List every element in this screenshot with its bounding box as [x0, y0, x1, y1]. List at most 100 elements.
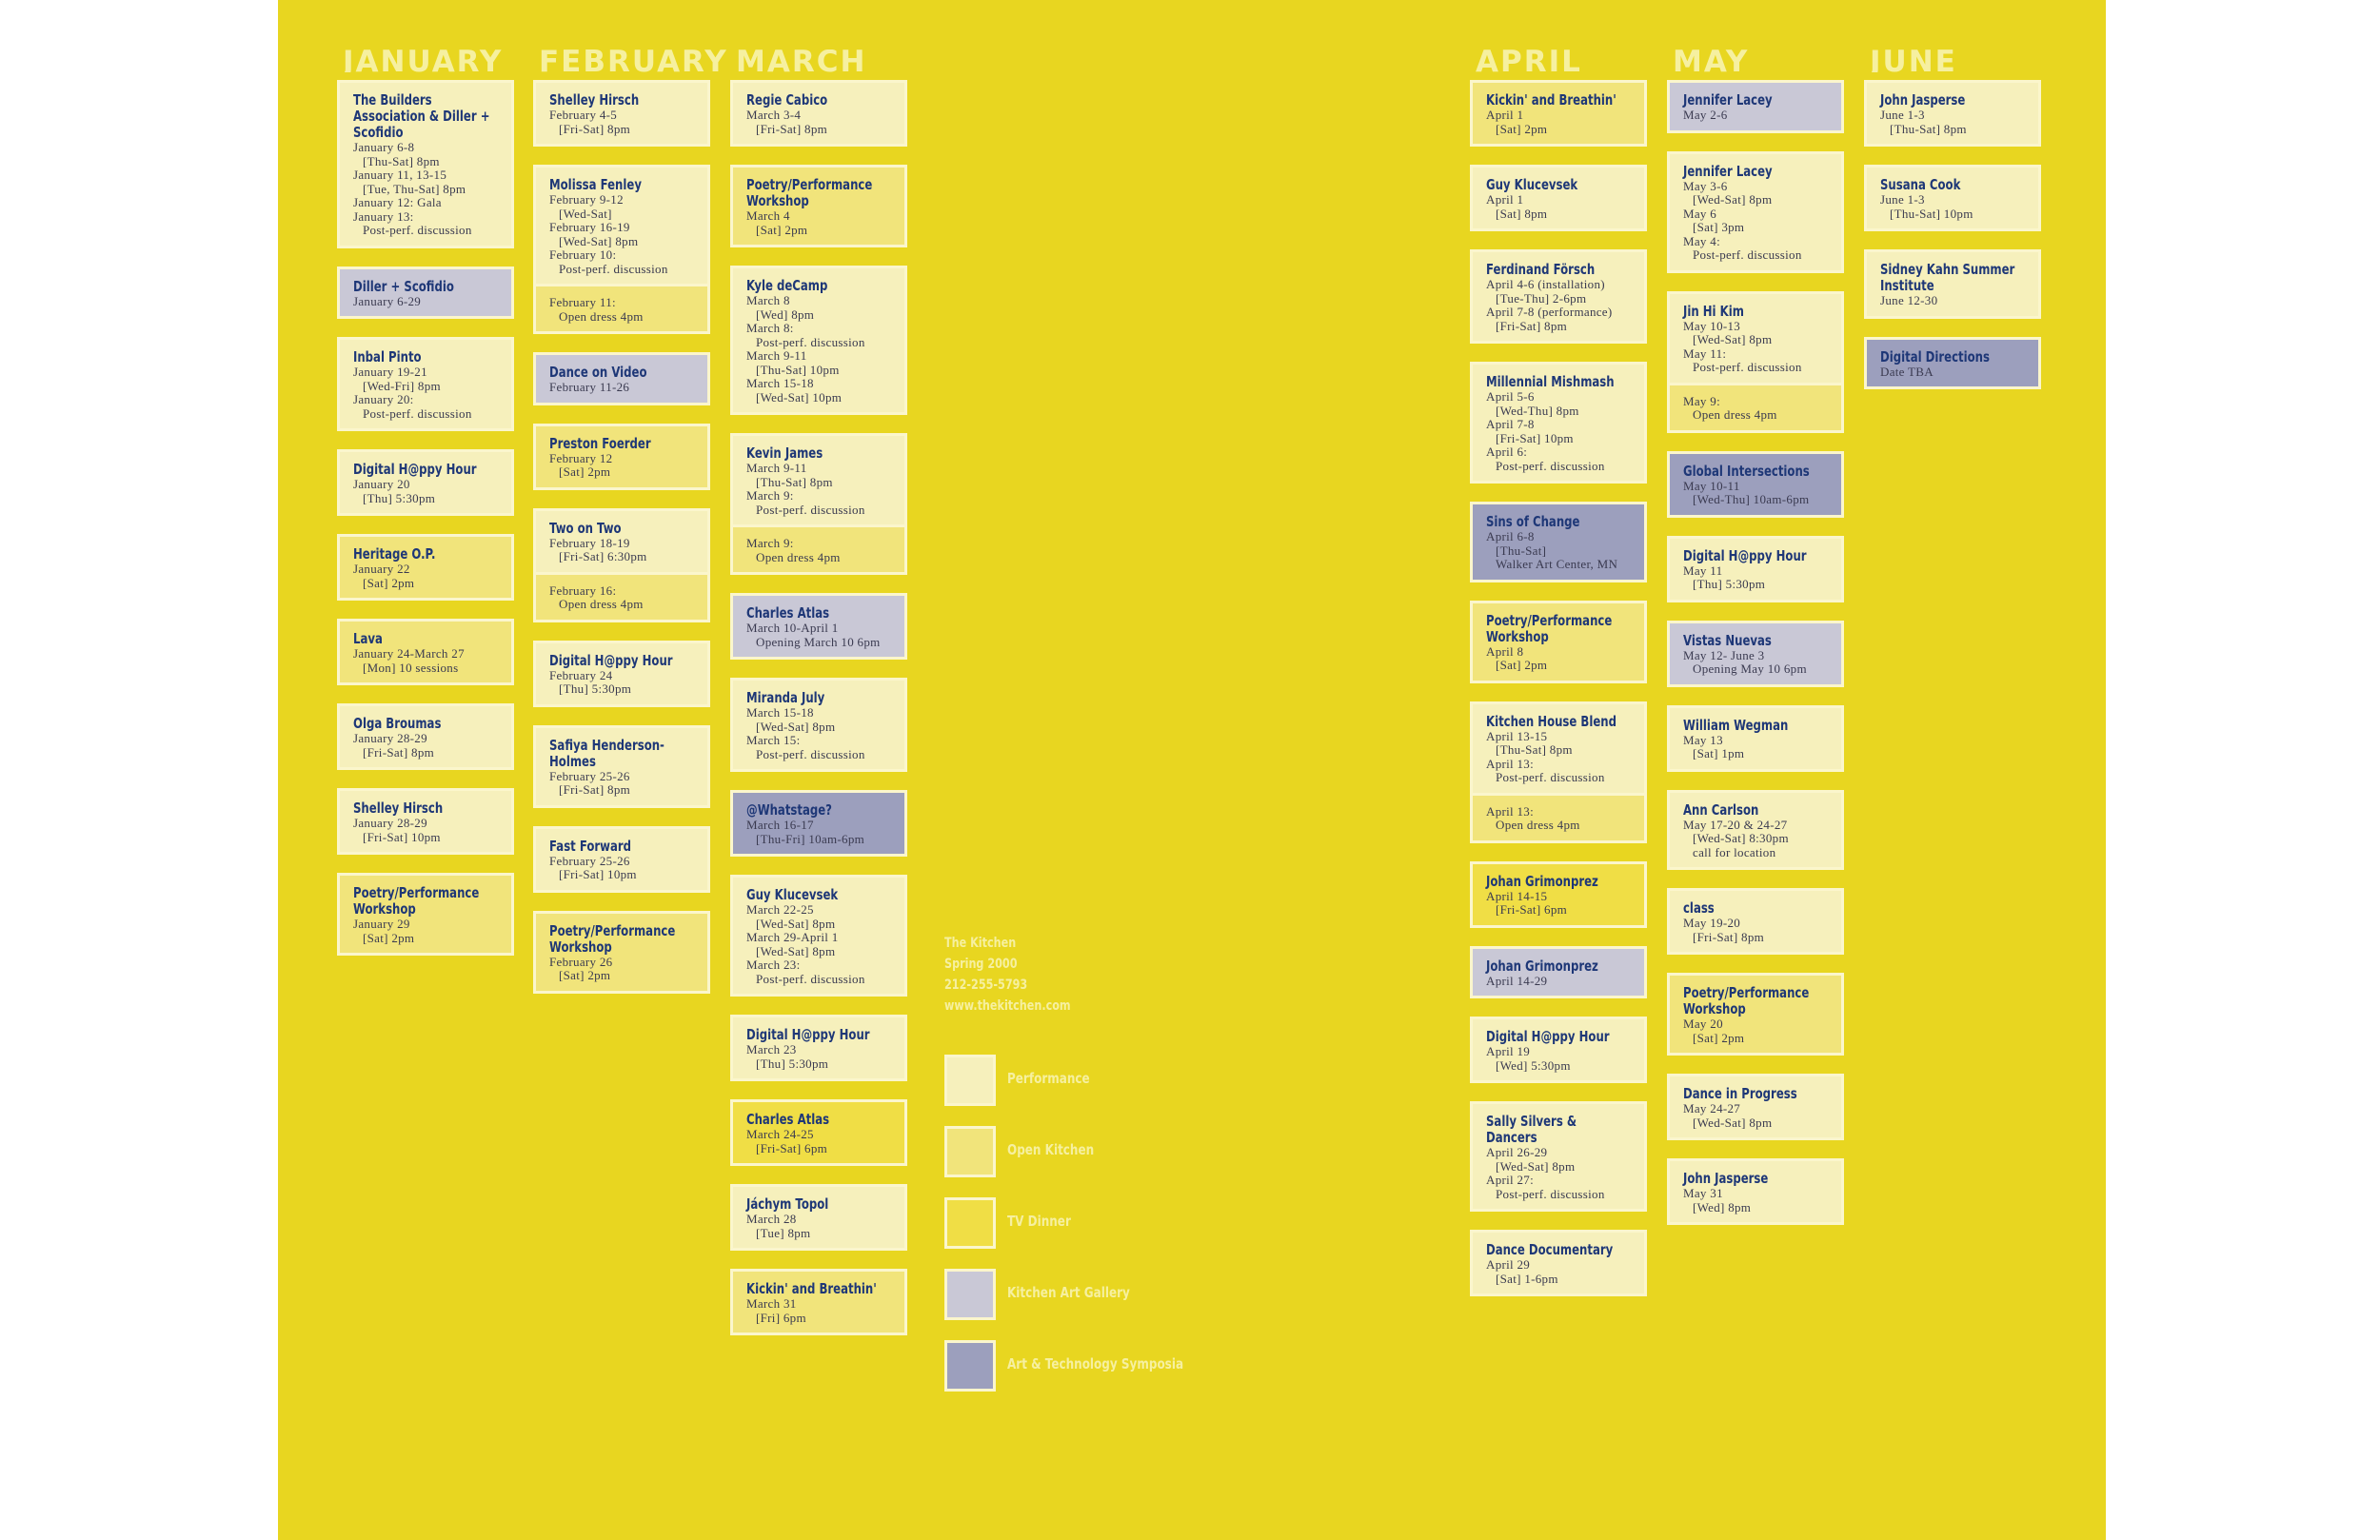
event-detail: May 11: [1683, 346, 1727, 361]
event-title: Preston Foerder [549, 434, 651, 452]
event-card[interactable]: Lava January 24-March 27 [Mon] 10 sessions [337, 619, 514, 685]
event-detail: April 7-8 (performance) [1486, 305, 1613, 319]
event-card[interactable]: Ferdinand Försch April 4-6 (installation)… [1470, 249, 1647, 344]
event-detail: May 12- June 3 [1683, 647, 1765, 662]
event-card[interactable]: Charles Atlas March 24-25 [Fri-Sat] 6pm [730, 1099, 907, 1166]
event-card[interactable]: Digital H@ppy Hour March 23 [Thu] 5:30pm [730, 1015, 907, 1081]
event-card[interactable]: Dance on Video February 11-26 [533, 352, 710, 405]
event-detail: April 13: [1486, 756, 1535, 771]
event-detail: June 12-30 [1880, 293, 1938, 307]
event-title: Susana Cook [1880, 176, 1961, 193]
event-section-sym: @Whatstage? March 16-17 [Thu-Fri] 10am-6pm [733, 793, 904, 854]
event-card[interactable]: Poetry/Performance Workshop April 8 [Sat] … [1470, 600, 1647, 683]
event-card[interactable]: Fast Forward February 25-26 [Fri-Sat] 10pm [533, 825, 710, 893]
event-card[interactable]: John Jasperse June 1-3 [Thu-Sat] 8pm [1864, 80, 2041, 147]
event-card[interactable]: Molissa Fenley February 9-12 [Wed-Sat] Febr… [533, 165, 710, 334]
event-card[interactable]: Jennifer Lacey May 3-6 [Wed-Sat] 8pm May 6[… [1667, 150, 1844, 273]
event-section-gallery: Vistas Nuevas May 12- June 3 Opening May 1… [1670, 622, 1841, 684]
event-title: Sidney Kahn Summer Institute [1880, 261, 2015, 294]
event-card[interactable]: Heritage O.P. January 22 [Sat] 2pm [337, 534, 514, 601]
event-detail: February 11: [549, 295, 616, 309]
event-card[interactable]: Johan Grimonprez April 14-15 [Fri-Sat] 6pm [1470, 860, 1647, 928]
event-card[interactable]: Shelley Hirsch February 4-5 [Fri-Sat] 8pm [533, 80, 710, 147]
event-section-perf: Jennifer Lacey May 3-6 [Wed-Sat] 8pm May 6[… [1670, 153, 1841, 270]
event-detail: January 13: [353, 208, 414, 224]
event-card[interactable]: Sidney Kahn Summer Institute June 12-30 [1864, 249, 2041, 319]
event-section-perf: John Jasperse June 1-3 [Thu-Sat] 8pm [1867, 83, 2038, 144]
event-card[interactable]: Dance in Progress May 24-27 [Wed-Sat] 8pm [1667, 1074, 1844, 1140]
event-card[interactable]: Olga Broumas January 28-29 [Fri-Sat] 8pm [337, 703, 514, 770]
event-card[interactable]: Kitchen House Blend April 13-15 [Thu-Sat] … [1470, 701, 1647, 843]
event-detail: [Wed] 5:30pm [1496, 1057, 1571, 1073]
event-card[interactable]: Miranda July March 15-18 [Wed-Sat] 8pm Marc… [730, 678, 907, 772]
event-card[interactable]: William Wegman May 13 [Sat] 1pm [1667, 704, 1844, 772]
month-heading: MAY [1673, 49, 1750, 72]
event-card[interactable]: Guy Klucevsek March 22-25 [Wed-Sat] 8pm Mar… [730, 875, 907, 997]
event-card[interactable]: Poetry/Performance Workshop March 4 [Sat] … [730, 165, 907, 247]
month-heading: JANUARY [343, 49, 504, 72]
event-card[interactable]: Digital H@ppy Hour January 20 [Thu] 5:30pm [337, 449, 514, 516]
event-detail: May 17-20 & 24-27 [1683, 817, 1788, 832]
event-title: Digital Directions [1880, 347, 1990, 365]
event-card[interactable]: Sins of Change April 6-8 [Thu-Sat] Walker A… [1470, 502, 1647, 582]
event-card[interactable]: Digital H@ppy Hour April 19 [Wed] 5:30pm [1470, 1017, 1647, 1083]
event-detail: February 24 [549, 667, 613, 682]
event-card[interactable]: Johan Grimonprez April 14-29 [1470, 945, 1647, 998]
event-card[interactable]: @Whatstage? March 16-17 [Thu-Fri] 10am-6pm [730, 790, 907, 857]
event-card[interactable]: Digital H@ppy Hour May 11 [Thu] 5:30pm [1667, 535, 1844, 602]
event-title: Ann Carlson [1683, 800, 1759, 819]
event-title: Jennifer Lacey [1683, 162, 1773, 180]
event-title: Regie Cabico [746, 91, 828, 109]
event-card[interactable]: Ann Carlson May 17-20 & 24-27 [Wed-Sat] 8:… [1667, 789, 1844, 870]
event-card[interactable]: Sally Silvers & Dancers April 26-29 [Wed-S… [1470, 1101, 1647, 1212]
event-title: Inbal Pinto [353, 348, 422, 365]
event-card[interactable]: Kyle deCamp March 8 [Wed] 8pm March 8: Post-… [730, 266, 907, 415]
event-card[interactable]: Safiya Henderson-Holmes February 25-26 [Fr… [533, 724, 710, 808]
event-card[interactable]: John Jasperse May 31 [Wed] 8pm [1667, 1158, 1844, 1225]
event-card[interactable]: Kevin James March 9-11 [Thu-Sat] 8pm March … [730, 433, 907, 575]
event-detail: [Thu] 5:30pm [756, 1056, 829, 1071]
event-card[interactable]: Jin Hi Kim May 10-13 [Wed-Sat] 8pm May 11: P… [1667, 290, 1844, 433]
event-detail: [Fri-Sat] 8pm [1496, 318, 1568, 333]
event-detail: Post-perf. discussion [1693, 360, 1802, 374]
event-card[interactable]: Guy Klucevsek April 1 [Sat] 8pm [1470, 165, 1647, 231]
event-detail: [Fri-Sat] 10pm [363, 829, 441, 844]
legend-swatch [944, 1126, 996, 1177]
event-card[interactable]: Poetry/Performance Workshop February 26 [S… [533, 910, 710, 994]
event-detail: February 12 [549, 450, 613, 465]
event-card[interactable]: Digital Directions Date TBA [1864, 336, 2041, 389]
event-detail: May 31 [1683, 1186, 1723, 1200]
event-card[interactable]: The Builders Association & Diller + Scof… [337, 80, 514, 248]
event-card[interactable]: Millennial Mishmash April 5-6 [Wed-Thu] 8p… [1470, 362, 1647, 484]
event-section-perf: Miranda July March 15-18 [Wed-Sat] 8pm Marc… [733, 681, 904, 769]
event-card[interactable]: Two on Two February 18-19 [Fri-Sat] 6:30pm… [533, 507, 710, 622]
event-section-open: Poetry/Performance Workshop March 4 [Sat] … [733, 168, 904, 245]
event-card[interactable]: Inbal Pinto January 19-21 [Wed-Fri] 8pm Jan… [337, 337, 514, 431]
event-title: Poetry/Performance Workshop [746, 176, 873, 209]
event-card[interactable]: Vistas Nuevas May 12- June 3 Opening May 1… [1667, 620, 1844, 687]
event-detail: [Thu-Sat] [1496, 543, 1547, 558]
event-card[interactable]: Charles Atlas March 10-April 1 Opening Mar… [730, 593, 907, 660]
event-card[interactable]: Susana Cook June 1-3 [Thu-Sat] 10pm [1864, 165, 2041, 231]
event-card[interactable]: Dance Documentary April 29 [Sat] 1-6pm [1470, 1230, 1647, 1296]
event-card[interactable]: Jennifer Lacey May 2-6 [1667, 80, 1844, 133]
event-card[interactable]: Global Intersections May 10-11 [Wed-Thu] 1… [1667, 450, 1844, 518]
event-title: Millennial Mishmash [1486, 373, 1615, 390]
event-card[interactable]: Diller + Scofidio January 6-29 [337, 266, 514, 319]
event-card[interactable]: class May 19-20 [Fri-Sat] 8pm [1667, 888, 1844, 955]
event-title: Kickin' and Breathin' [746, 1280, 877, 1297]
event-card[interactable]: Kickin' and Breathin' April 1 [Sat] 2pm [1470, 80, 1647, 147]
event-detail: [Tue] 8pm [756, 1225, 811, 1240]
event-card[interactable]: Preston Foerder February 12 [Sat] 2pm [533, 423, 710, 490]
event-card[interactable]: Poetry/Performance Workshop May 20 [Sat] 2… [1667, 973, 1844, 1056]
contact-link[interactable]: www.thekitchen.com [944, 998, 1071, 1014]
event-card[interactable]: Shelley Hirsch January 28-29 [Fri-Sat] 10p… [337, 788, 514, 855]
event-card[interactable]: Digital H@ppy Hour February 24 [Thu] 5:30p… [533, 640, 710, 707]
event-card[interactable]: Poetry/Performance Workshop January 29 [Sa… [337, 873, 514, 956]
event-card[interactable]: Regie Cabico March 3-4 [Fri-Sat] 8pm [730, 80, 907, 147]
event-section-perf: Dance in Progress May 24-27 [Wed-Sat] 8pm [1670, 1076, 1841, 1137]
event-card[interactable]: Kickin' and Breathin' March 31 [Fri] 6pm [730, 1269, 907, 1335]
event-card[interactable]: Jáchym Topol March 28 [Tue] 8pm [730, 1184, 907, 1251]
event-detail: April 29 [1486, 1257, 1531, 1272]
event-title: Kevin James [746, 444, 823, 462]
